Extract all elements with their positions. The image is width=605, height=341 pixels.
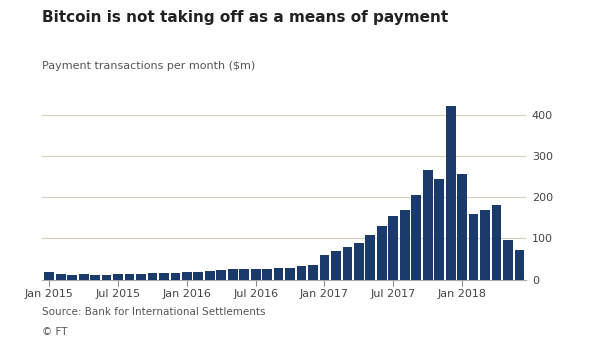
Bar (113, 274, 123, 280)
Bar (377, 226, 387, 280)
Bar (148, 273, 157, 280)
Bar (308, 265, 318, 280)
Bar (503, 240, 513, 280)
Bar (79, 274, 88, 280)
Text: Payment transactions per month ($m): Payment transactions per month ($m) (42, 61, 255, 71)
Bar (480, 209, 490, 280)
Bar (194, 272, 203, 280)
Bar (365, 235, 375, 280)
Bar (56, 274, 65, 280)
Bar (228, 269, 238, 280)
Bar (296, 266, 306, 280)
Bar (411, 195, 421, 280)
Bar (400, 210, 410, 280)
Bar (251, 269, 261, 280)
Bar (434, 179, 444, 280)
Bar (446, 106, 456, 280)
Bar (67, 275, 77, 280)
Bar (285, 268, 295, 280)
Bar (457, 175, 467, 280)
Bar (44, 272, 54, 280)
Bar (515, 250, 525, 280)
Bar (492, 205, 502, 280)
Bar (136, 274, 146, 280)
Bar (90, 275, 100, 280)
Bar (342, 247, 352, 280)
Bar (354, 242, 364, 280)
Text: Source: Bank for International Settlements: Source: Bank for International Settlemen… (42, 307, 266, 317)
Bar (182, 272, 192, 280)
Bar (388, 216, 398, 280)
Bar (205, 271, 215, 280)
Bar (171, 272, 180, 280)
Bar (273, 268, 284, 280)
Bar (159, 272, 169, 280)
Bar (102, 275, 111, 280)
Bar (217, 270, 226, 280)
Bar (423, 170, 433, 280)
Bar (319, 255, 329, 280)
Text: Bitcoin is not taking off as a means of payment: Bitcoin is not taking off as a means of … (42, 10, 448, 25)
Bar (469, 214, 479, 280)
Bar (331, 251, 341, 280)
Bar (125, 274, 134, 280)
Bar (263, 269, 272, 280)
Bar (240, 269, 249, 280)
Text: © FT: © FT (42, 327, 68, 337)
